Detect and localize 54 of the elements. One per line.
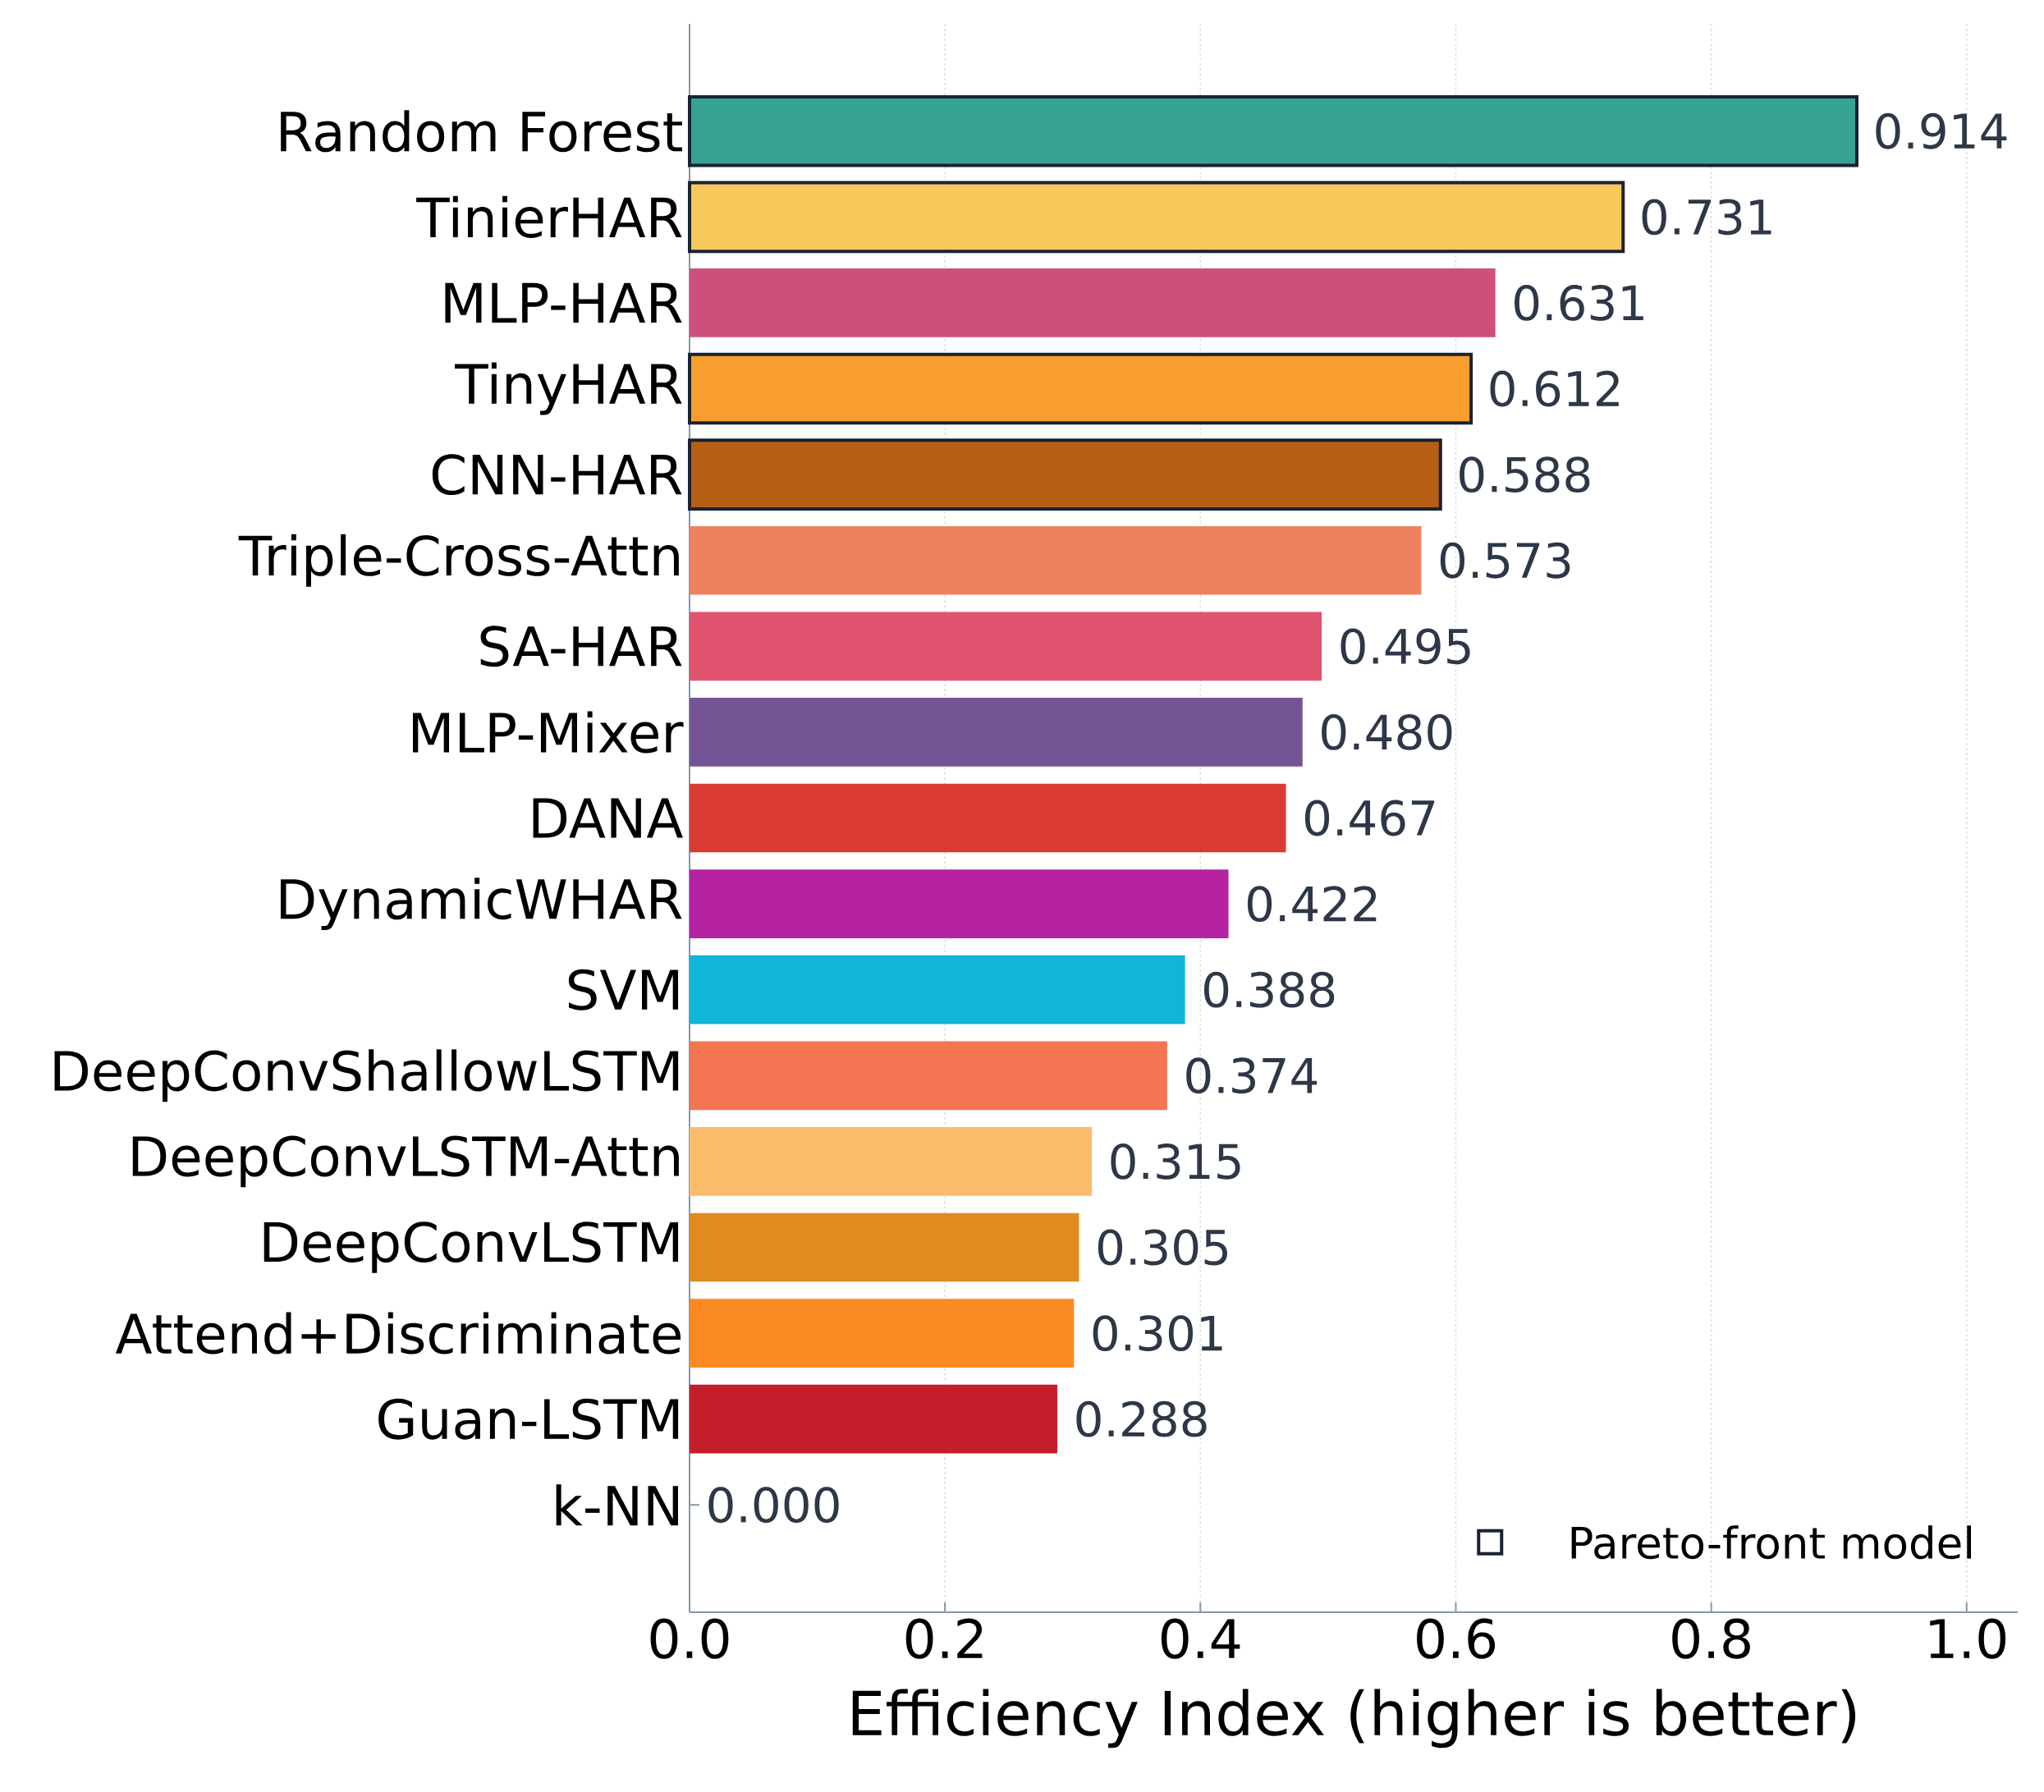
data-label: 0.301 xyxy=(1093,1315,1222,1351)
x-tick-label: 0.6 xyxy=(1417,1618,1496,1659)
y-tick-label: DeepConvShallowLSTM xyxy=(54,1049,679,1102)
data-label: 0.388 xyxy=(1204,971,1335,1008)
y-tick-label: DeepConvLSTM-Attn xyxy=(132,1135,679,1188)
y-tick-label: k-NN xyxy=(556,1484,678,1526)
data-label: 0.422 xyxy=(1247,886,1377,923)
x-tick-label: 0.2 xyxy=(905,1618,983,1659)
bar xyxy=(690,1384,1058,1454)
data-label: 0.612 xyxy=(1490,370,1619,407)
data-label: 0.305 xyxy=(1098,1229,1227,1266)
y-tick-label: Triple-Cross-Attn xyxy=(238,534,679,587)
data-label: 0.588 xyxy=(1460,456,1590,493)
legend-label: Pareto-front model xyxy=(1571,1525,1972,1560)
bar xyxy=(690,783,1286,853)
y-tick-label: SA-HAR xyxy=(480,626,682,667)
data-label: 0.000 xyxy=(708,1487,839,1524)
x-tick-label: 0.0 xyxy=(650,1618,729,1659)
bar xyxy=(690,955,1185,1024)
data-label: 0.631 xyxy=(1515,284,1643,321)
y-tick-label: DeepConvLSTM xyxy=(264,1221,679,1273)
y-tick-label: TinierHAR xyxy=(416,195,682,238)
y-tick-label: Attend+Discriminate xyxy=(115,1312,681,1354)
x-tick-label: 0.4 xyxy=(1161,1618,1240,1659)
data-label: 0.573 xyxy=(1440,542,1570,579)
bar xyxy=(690,612,1322,681)
data-label: 0.480 xyxy=(1322,713,1452,750)
bar xyxy=(690,698,1303,767)
bar xyxy=(690,869,1229,938)
y-tick-label: DynamicWHAR xyxy=(280,878,682,931)
data-label: 0.288 xyxy=(1076,1400,1207,1437)
y-tick-label: SVM xyxy=(568,969,679,1011)
data-label: 0.495 xyxy=(1341,628,1470,665)
x-tick-label: 1.0 xyxy=(1930,1618,2006,1659)
y-tick-label: CNN-HAR xyxy=(432,454,682,496)
y-tick-label: TinyHAR xyxy=(455,362,682,415)
y-tick-label: MLP-HAR xyxy=(445,282,682,323)
data-label: 0.315 xyxy=(1111,1143,1240,1180)
bar xyxy=(690,525,1422,595)
bar xyxy=(690,1127,1093,1196)
data-label: 0.914 xyxy=(1876,112,2007,149)
bar xyxy=(690,1299,1075,1368)
x-tick-label: 0.8 xyxy=(1672,1618,1750,1659)
bar xyxy=(690,268,1496,337)
y-tick-label: MLP-Mixer xyxy=(413,711,684,754)
y-tick-label: Guan-LSTM xyxy=(378,1398,679,1440)
y-tick-label: Random Forest xyxy=(281,110,682,153)
bar xyxy=(690,1041,1167,1111)
data-label: 0.374 xyxy=(1186,1057,1318,1094)
bar xyxy=(690,1212,1079,1282)
y-tick-label: DANA xyxy=(533,798,683,838)
x-axis-title: Efficiency Index (higher is better) xyxy=(852,1689,1856,1748)
data-label: 0.731 xyxy=(1642,199,1771,236)
data-label: 0.467 xyxy=(1304,800,1435,836)
